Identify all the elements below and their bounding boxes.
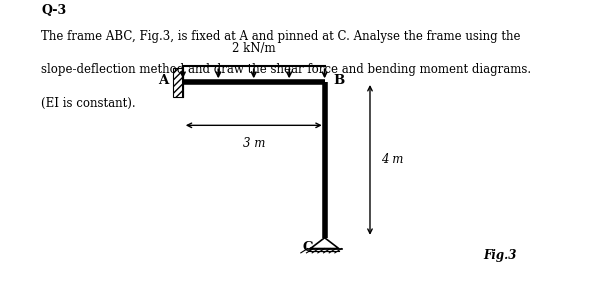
Text: The frame ABC, Fig.3, is fixed at A and pinned at C. Analyse the frame using the: The frame ABC, Fig.3, is fixed at A and … [41,30,521,43]
Text: Fig.3: Fig.3 [484,249,517,262]
Text: slope-deflection method and draw the shear force and bending moment diagrams.: slope-deflection method and draw the she… [41,63,531,76]
Text: B: B [333,74,344,87]
Text: 2 kN/m: 2 kN/m [232,42,275,55]
Text: A: A [158,74,169,87]
Text: 4 m: 4 m [381,153,403,166]
Text: C: C [303,241,314,254]
Text: 3 m: 3 m [243,137,265,150]
Text: Q-3: Q-3 [41,4,66,17]
Text: (EI is constant).: (EI is constant). [41,97,136,109]
Bar [172,68,183,97]
